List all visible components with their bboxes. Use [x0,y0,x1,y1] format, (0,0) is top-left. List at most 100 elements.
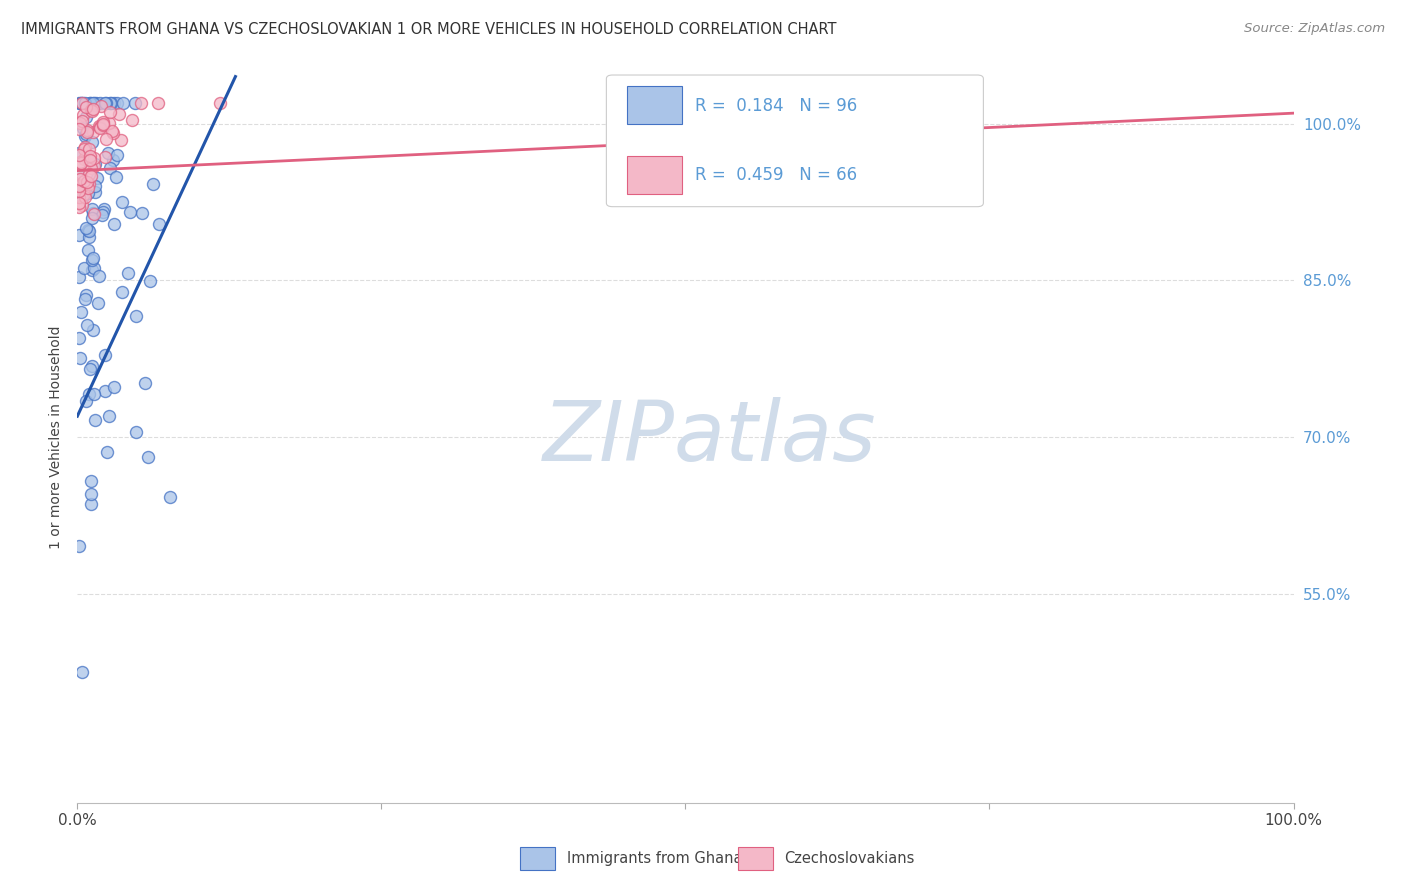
Point [72,108,94,122]
Point [77,224,100,238]
Point [90,208,112,222]
Point [105,169,128,184]
Text: Source: ZipAtlas.com: Source: ZipAtlas.com [1244,22,1385,36]
Point [77,142,100,156]
Point [89,120,111,134]
Point [86,171,108,186]
Point [112,95,135,110]
Point [136,450,159,464]
Point [125,310,148,324]
Point [82,202,104,217]
Point [93,348,115,362]
Point [124,425,146,440]
Point [69,181,91,195]
Point [67,178,90,193]
Point [82,95,104,110]
Point [110,134,132,148]
Point [100,124,122,138]
Point [67,269,90,284]
Text: R =  0.459   N = 66: R = 0.459 N = 66 [695,166,858,185]
Point [90,99,112,113]
Point [69,116,91,130]
Point [76,318,98,333]
Point [80,263,103,277]
Point [94,132,117,146]
Point [67,146,90,161]
Point [84,413,107,427]
Point [142,177,165,191]
Point [76,153,98,167]
Point [83,387,105,401]
Point [103,380,125,394]
Point [111,195,134,210]
Point [67,95,90,110]
Point [67,148,90,162]
FancyBboxPatch shape [606,75,983,207]
Point [79,487,101,501]
Point [67,178,90,192]
Point [83,95,105,110]
Point [77,167,100,181]
Point [103,217,125,231]
Point [82,206,104,220]
Point [94,150,117,164]
Point [209,95,232,110]
Point [79,95,101,110]
Point [93,115,115,129]
Point [69,155,91,169]
Point [98,95,121,110]
Point [131,206,153,220]
Point [82,125,104,139]
Point [110,285,132,300]
Point [76,125,98,139]
Point [70,198,93,212]
Point [89,95,111,110]
Point [76,186,98,200]
Point [77,180,100,194]
Point [77,386,100,401]
Point [79,149,101,163]
Point [103,126,125,140]
Point [67,122,90,136]
Point [73,128,96,143]
Point [80,161,103,175]
Point [75,190,97,204]
Point [96,95,118,110]
Point [139,274,162,288]
Point [70,665,93,679]
Point [84,157,107,171]
Point [72,153,94,167]
Point [69,351,91,365]
Point [97,145,120,160]
Point [73,186,96,201]
Point [117,266,139,280]
Point [159,490,181,504]
Point [79,153,101,167]
Text: IMMIGRANTS FROM GHANA VS CZECHOSLOVAKIAN 1 OR MORE VEHICLES IN HOUSEHOLD CORRELA: IMMIGRANTS FROM GHANA VS CZECHOSLOVAKIAN… [21,22,837,37]
Point [70,165,93,179]
Point [121,112,143,127]
Point [67,184,90,198]
FancyBboxPatch shape [627,86,682,124]
Point [70,95,93,110]
Point [134,376,156,390]
Point [94,384,117,398]
Point [91,118,114,132]
Point [146,95,169,110]
Point [73,142,96,156]
Point [107,107,129,121]
Point [84,95,107,110]
Point [73,261,96,276]
Point [75,100,97,114]
Point [89,120,111,135]
Point [75,221,97,235]
Text: Czechoslovakians: Czechoslovakians [785,852,915,866]
Point [67,190,90,204]
Point [77,230,100,244]
FancyBboxPatch shape [627,156,682,194]
Point [98,161,121,175]
Point [80,103,103,118]
Point [77,243,100,257]
Point [67,196,90,211]
Point [82,252,104,267]
